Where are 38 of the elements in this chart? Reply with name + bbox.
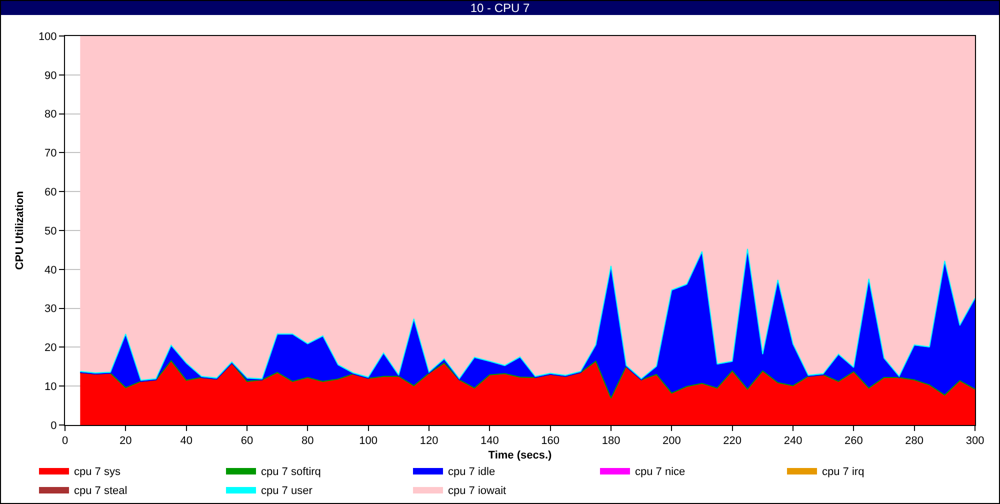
y-tick-label: 10 xyxy=(44,380,57,393)
x-tick-label: 140 xyxy=(480,435,499,448)
y-tick-label: 90 xyxy=(44,70,57,82)
x-tick-label: 220 xyxy=(723,435,742,448)
legend-label: cpu 7 user xyxy=(261,484,313,497)
x-tick-label: 0 xyxy=(62,435,68,448)
x-axis-title: Time (secs.) xyxy=(488,449,552,462)
x-tick-label: 260 xyxy=(844,435,863,448)
x-tick-label: 300 xyxy=(966,435,984,448)
x-tick-label: 40 xyxy=(180,435,192,448)
legend-label: cpu 7 irq xyxy=(822,466,864,478)
x-tick-label: 240 xyxy=(784,435,802,448)
y-tick-label: 0 xyxy=(50,420,57,432)
y-tick-label: 70 xyxy=(44,148,57,160)
x-tick-label: 120 xyxy=(420,435,438,448)
x-tick-label: 160 xyxy=(541,435,560,448)
x-tick-label: 60 xyxy=(240,435,254,448)
legend-label: cpu 7 idle xyxy=(448,466,496,478)
y-tick-label: 20 xyxy=(44,342,57,354)
x-tick-label: 80 xyxy=(302,435,314,448)
y-tick-label: 80 xyxy=(44,108,57,121)
legend-label: cpu 7 steal xyxy=(74,484,128,497)
x-tick-label: 200 xyxy=(662,435,681,448)
x-tick-label: 20 xyxy=(120,435,132,448)
y-axis-title: CPU Utilization xyxy=(14,190,26,270)
chart-title: 10 - CPU 7 xyxy=(470,1,530,16)
y-tick-label: 50 xyxy=(44,225,57,238)
y-tick-label: 40 xyxy=(44,264,57,276)
y-tick-label: 30 xyxy=(44,303,57,316)
y-tick-label: 60 xyxy=(44,186,57,198)
legend-label: cpu 7 iowait xyxy=(448,484,506,497)
legend-label: cpu 7 sys xyxy=(74,466,121,478)
x-tick-label: 280 xyxy=(905,435,924,448)
x-tick-label: 180 xyxy=(602,435,620,448)
y-tick-label: 100 xyxy=(38,30,57,43)
legend-label: cpu 7 nice xyxy=(635,466,686,478)
legend-label: cpu 7 softirq xyxy=(261,466,321,478)
x-tick-label: 100 xyxy=(359,435,378,448)
